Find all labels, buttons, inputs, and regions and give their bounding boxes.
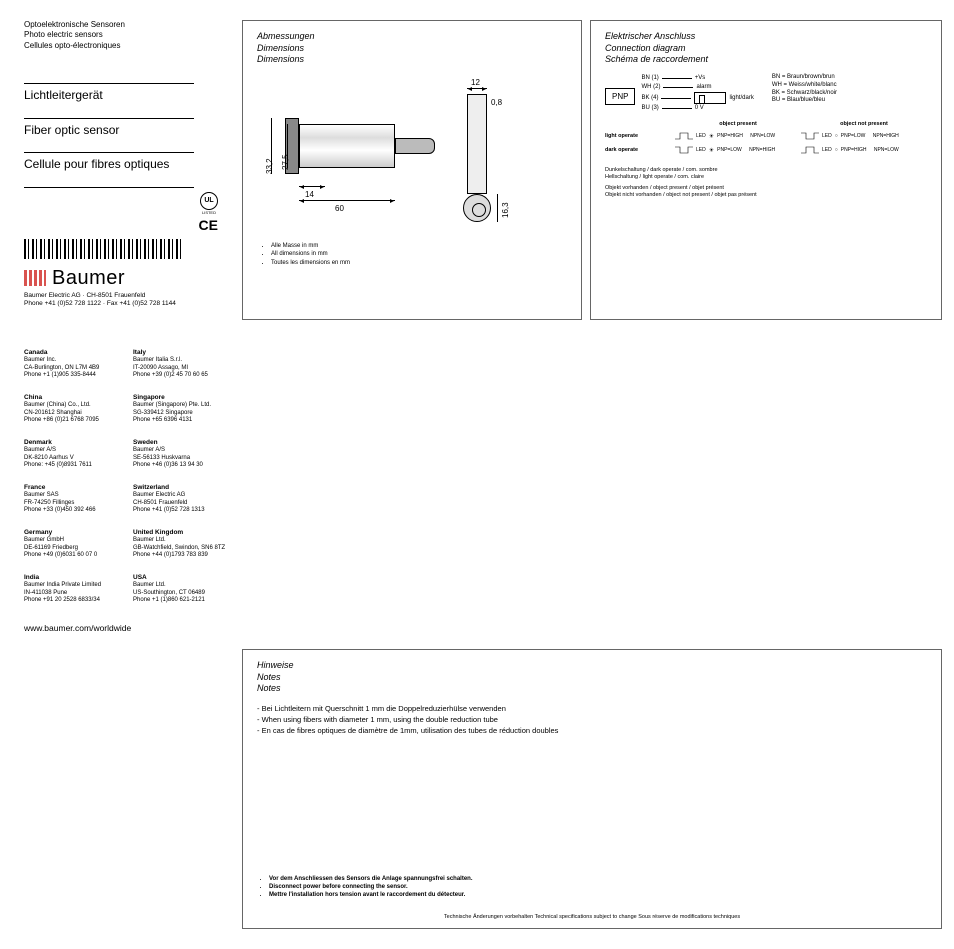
datasheet-page: Optoelektronische Sensoren Photo electri… <box>0 0 954 949</box>
barcode <box>24 239 184 259</box>
tech-change-notice: Technische Änderungen vorbehalten Techni… <box>243 914 941 920</box>
url: www.baumer.com/worldwide <box>24 623 234 633</box>
connection-title: Elektrischer Anschluss Connection diagra… <box>605 31 927 66</box>
title-en: Fiber optic sensor <box>24 123 234 139</box>
contact-entry: GermanyBaumer GmbHDE-61169 FriedbergPhon… <box>24 529 125 560</box>
logo-mark-icon <box>24 270 46 286</box>
contact-entry: FranceBaumer SASFR-74250 FillingesPhone … <box>24 484 125 515</box>
title-de-block: Lichtleitergerät <box>24 83 234 104</box>
dim-33-2: 33,2 <box>265 158 274 174</box>
contact-entry: United KingdomBaumer Ltd.GB-Watchfield, … <box>133 529 234 560</box>
connection-panel: Elektrischer Anschluss Connection diagra… <box>590 20 942 320</box>
pulse-high-icon: LED ○ PNP=HIGH NPN=LOW <box>801 146 927 154</box>
sensor-top-view: 12 0,8 16,3 <box>457 84 497 224</box>
connection-diagram: PNP BN (1)+Vs WH (2)alarm BK (4)light/da… <box>605 74 927 200</box>
header-trilingual: Optoelektronische Sensoren Photo electri… <box>24 20 234 51</box>
title-fr-block: Cellule pour fibres optiques <box>24 152 234 173</box>
notes-title: Hinweise Notes Notes <box>257 660 927 695</box>
header-fr: Cellules opto-électroniques <box>24 41 234 51</box>
logo: Baumer <box>24 267 234 290</box>
cert-row: UL LISTED <box>24 192 218 215</box>
title-de: Lichtleitergerät <box>24 88 234 104</box>
dimensions-bullets: Alle Masse in mm All dimensions in mm To… <box>257 242 567 267</box>
dim-14: 14 <box>305 190 314 199</box>
dimensions-panel: Abmessungen Dimensions Dimensions 33,2 2… <box>242 20 582 320</box>
company-address: Baumer Electric AG · CH-8501 Frauenfeld … <box>24 292 234 309</box>
wire-legend: BN = Braun/brown/brun WH = Weiss/white/b… <box>772 74 837 105</box>
warnings: Vor dem Anschliessen des Sensors die Anl… <box>257 876 473 899</box>
dimensions-title: Abmessungen Dimensions Dimensions <box>257 31 567 66</box>
dim-16-3: 16,3 <box>501 202 510 218</box>
contact-entry: SwitzerlandBaumer Electric AGCH-8501 Fra… <box>133 484 234 515</box>
sensor-side-view: 33,2 27,5 14 60 <box>257 84 427 224</box>
contact-entry: IndiaBaumer India Private LimitedIN-4110… <box>24 574 125 605</box>
contacts-grid: CanadaBaumer Inc.CA-Burlington, ON L7M 4… <box>24 349 234 605</box>
contact-entry: ChinaBaumer (China) Co., Ltd.CN-201612 S… <box>24 394 125 425</box>
notes-list: - Bei Lichtleitern mit Querschnitt 1 mm … <box>257 703 927 737</box>
contact-entry: SingaporeBaumer (Singapore) Pte. Ltd.SG-… <box>133 394 234 425</box>
dimensions-figure: 33,2 27,5 14 60 12 0,8 16,3 <box>257 74 567 234</box>
title-en-block: Fiber optic sensor <box>24 118 234 139</box>
pnp-label: PNP <box>605 88 635 105</box>
contact-entry: CanadaBaumer Inc.CA-Burlington, ON L7M 4… <box>24 349 125 380</box>
dim-27-5: 27,5 <box>281 154 290 170</box>
state-table: object present object not present light … <box>605 121 927 157</box>
header-en: Photo electric sensors <box>24 30 234 40</box>
logo-text: Baumer <box>52 267 125 290</box>
contact-entry: SwedenBaumer A/SSE-56133 HuskvarnaPhone … <box>133 439 234 470</box>
ul-icon: UL LISTED <box>200 192 218 215</box>
contact-entry: USABaumer Ltd.US-Southington, CT 06489Ph… <box>133 574 234 605</box>
pulse-high-icon: LED☀ PNP=HIGH NPN=LOW <box>675 132 801 140</box>
title-fr: Cellule pour fibres optiques <box>24 157 234 173</box>
dim-60: 60 <box>335 204 344 213</box>
pnp-wiring: PNP BN (1)+Vs WH (2)alarm BK (4)light/da… <box>605 74 754 113</box>
notes-panel: Hinweise Notes Notes - Bei Lichtleitern … <box>242 649 942 929</box>
right-column: Elektrischer Anschluss Connection diagra… <box>590 20 942 633</box>
middle-column: Abmessungen Dimensions Dimensions 33,2 2… <box>242 20 582 633</box>
header-de: Optoelektronische Sensoren <box>24 20 234 30</box>
ce-row: CE <box>24 217 218 233</box>
contact-entry: ItalyBaumer Italia S.r.l.IT-20090 Assago… <box>133 349 234 380</box>
dim-0-8: 0,8 <box>491 98 502 107</box>
left-column: Optoelektronische Sensoren Photo electri… <box>24 20 234 633</box>
pulse-low-icon: LED☀ PNP=LOW NPN=HIGH <box>675 146 801 154</box>
dim-12: 12 <box>471 78 480 87</box>
pulse-low-icon: LED ○ PNP=LOW NPN=HIGH <box>801 132 927 140</box>
connection-notes: Dunkelschaltung / dark operate / com. so… <box>605 167 927 200</box>
switch-icon <box>694 92 726 104</box>
ce-icon: CE <box>199 217 218 233</box>
contact-entry: DenmarkBaumer A/SDK-8210 Aarhus VPhone: … <box>24 439 125 470</box>
